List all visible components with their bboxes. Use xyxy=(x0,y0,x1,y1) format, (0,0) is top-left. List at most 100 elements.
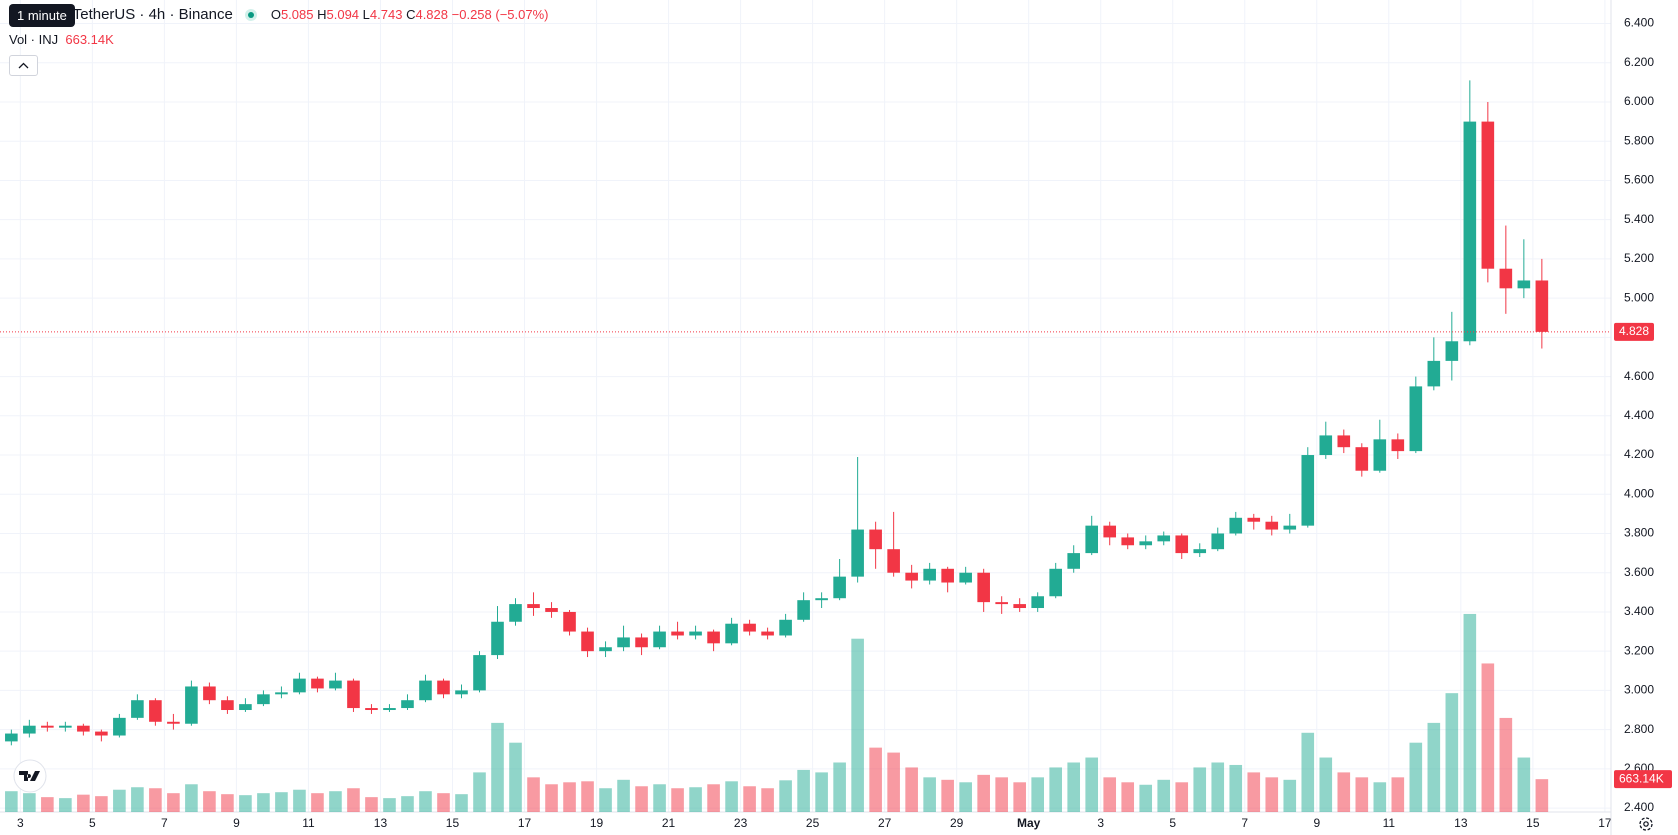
candle-body xyxy=(1301,455,1315,526)
volume-name: Vol · INJ xyxy=(9,32,59,47)
candle-body xyxy=(1193,549,1207,554)
candle-body xyxy=(869,529,882,550)
candle-body xyxy=(1319,435,1333,456)
x-tick-label: 17 xyxy=(1598,816,1612,830)
candle-body xyxy=(1427,360,1441,387)
y-tick-label: 3.000 xyxy=(1624,683,1654,697)
y-tick-label: 4.000 xyxy=(1624,486,1654,500)
candle-body xyxy=(563,611,576,632)
x-tick-label: 11 xyxy=(1383,816,1396,830)
volume-bar xyxy=(1175,782,1189,812)
volume-bar xyxy=(1229,764,1243,812)
y-tick-label: 3.800 xyxy=(1624,526,1654,540)
volume-bar xyxy=(1139,784,1153,812)
volume-bar xyxy=(1373,782,1387,812)
volume-bar xyxy=(779,780,792,812)
candle-body xyxy=(725,623,738,644)
y-tick-label: 6.000 xyxy=(1624,94,1654,108)
candle-body xyxy=(1139,541,1153,546)
y-tick-label: 5.800 xyxy=(1624,133,1654,147)
volume-bar xyxy=(941,779,954,812)
volume-legend: Vol · INJ 663.14K xyxy=(9,32,114,47)
candle-body xyxy=(1013,604,1026,609)
candle-body xyxy=(113,717,126,736)
volume-bar xyxy=(959,782,972,812)
high-value: 5.094 xyxy=(326,7,360,22)
x-tick-label: 23 xyxy=(734,816,748,830)
volume-bar xyxy=(1157,779,1171,812)
candle-body xyxy=(95,731,108,736)
candle-body xyxy=(1499,268,1513,289)
y-tick-label: 5.000 xyxy=(1624,290,1654,304)
volume-bar xyxy=(149,788,162,812)
tradingview-logo[interactable] xyxy=(13,759,47,793)
x-tick-label: 3 xyxy=(17,816,24,830)
candle-body xyxy=(743,623,756,632)
candle-body xyxy=(851,529,864,577)
volume-bar xyxy=(599,788,612,812)
candle-body xyxy=(1517,280,1531,289)
candle-body xyxy=(365,708,378,711)
collapse-button[interactable] xyxy=(9,55,38,76)
x-tick-label: 3 xyxy=(1097,816,1104,830)
x-tick-label: 7 xyxy=(1241,816,1248,830)
x-tick-label: 29 xyxy=(950,816,964,830)
volume-bar xyxy=(437,793,450,812)
y-tick-label: 2.800 xyxy=(1624,722,1654,736)
volume-bar xyxy=(419,791,432,812)
volume-bar xyxy=(1445,693,1459,812)
candle-body xyxy=(1121,537,1135,546)
x-tick-label: 9 xyxy=(1313,816,1320,830)
candle-body xyxy=(131,700,144,718)
volume-bar xyxy=(1409,742,1423,812)
last-price-box xyxy=(1614,322,1654,341)
candle-body xyxy=(311,678,324,689)
y-tick-label: 2.400 xyxy=(1624,800,1654,814)
candle-body xyxy=(941,568,954,583)
settings-icon[interactable] xyxy=(1639,817,1653,831)
x-tick-label: 27 xyxy=(878,816,892,830)
candle-body xyxy=(653,631,666,648)
volume-bar xyxy=(455,794,468,812)
x-tick-label: 17 xyxy=(518,816,532,830)
y-tick-label: 3.400 xyxy=(1624,604,1654,618)
candle-body xyxy=(1409,386,1423,452)
candle-body xyxy=(401,700,414,709)
candle-series xyxy=(5,80,1549,746)
volume-bar xyxy=(5,791,18,812)
volume-bar xyxy=(1211,762,1225,812)
volume-bar xyxy=(1499,717,1513,812)
h-label: H xyxy=(317,7,327,22)
gear-inner xyxy=(1643,821,1649,827)
candle-body xyxy=(275,692,288,695)
candle-body xyxy=(1463,121,1477,342)
x-tick-label: 25 xyxy=(806,816,820,830)
candle-body xyxy=(1049,568,1062,597)
candle-body xyxy=(509,604,522,622)
symbol-title[interactable]: INJ / TetherUS · 4h · Binance xyxy=(38,6,233,23)
candle-body xyxy=(347,680,360,709)
candle-body xyxy=(833,576,846,599)
candle-body xyxy=(995,602,1008,605)
volume-bar xyxy=(545,784,558,812)
candle-body xyxy=(527,604,540,609)
volume-bar xyxy=(1103,777,1117,812)
candle-body xyxy=(5,733,18,742)
volume-bar xyxy=(1427,722,1441,812)
candle-body xyxy=(77,725,90,732)
volume-bar xyxy=(869,747,882,812)
candle-body xyxy=(1103,525,1117,538)
candle-body xyxy=(1175,535,1189,554)
candle-body xyxy=(149,700,162,722)
market-status[interactable] xyxy=(244,8,257,21)
volume-bar xyxy=(347,788,360,812)
last-volume-label: 663.14K xyxy=(1619,771,1664,785)
candle-body xyxy=(1481,121,1495,269)
volume-bar xyxy=(1013,782,1026,812)
volume-bar xyxy=(563,782,576,812)
volume-bar xyxy=(221,794,234,812)
ohlc: O5.085 H5.094 L4.743 C4.828 −0.258 (−5.0… xyxy=(271,7,549,22)
volume-bar xyxy=(185,784,198,812)
volume-bar xyxy=(59,798,72,812)
